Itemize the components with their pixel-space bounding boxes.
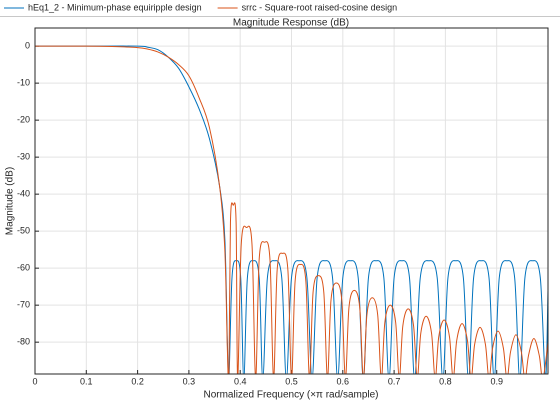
y-tick-label: -50: [17, 226, 30, 236]
x-tick-label: 0.6: [337, 376, 350, 386]
x-tick-label: 0.2: [131, 376, 144, 386]
y-tick-label: -40: [17, 189, 30, 199]
y-tick-label: -70: [17, 300, 30, 310]
y-tick-label: -10: [17, 78, 30, 88]
x-tick-label: 0.8: [439, 376, 452, 386]
x-tick-label: 0.7: [388, 376, 401, 386]
x-tick-label: 0.9: [490, 376, 503, 386]
plot-frame: [34, 27, 549, 375]
y-axis-label: Magnitude (dB): [5, 167, 16, 235]
plot-lines: [35, 45, 548, 374]
x-tick-label: 0.3: [183, 376, 196, 386]
legend-label: srrc - Square-root raised-cosine design: [242, 2, 398, 12]
y-tick-label: -80: [17, 337, 30, 347]
series-line: [35, 45, 548, 374]
y-tick-label: 0: [25, 41, 30, 51]
legend-label: hEq1_2 - Minimum-phase equiripple design: [28, 2, 202, 12]
x-tick-label: 0.4: [234, 376, 247, 386]
chart-title: Magnitude Response (dB): [233, 18, 349, 29]
y-tick-label: -60: [17, 263, 30, 273]
x-tick-label: 0.5: [285, 376, 298, 386]
x-tick-label: 0: [32, 376, 37, 386]
y-tick-label: -30: [17, 152, 30, 162]
x-axis-label: Normalized Frequency (×π rad/sample): [203, 390, 378, 401]
y-tick-label: -20: [17, 115, 30, 125]
x-tick-label: 0.1: [80, 376, 93, 386]
